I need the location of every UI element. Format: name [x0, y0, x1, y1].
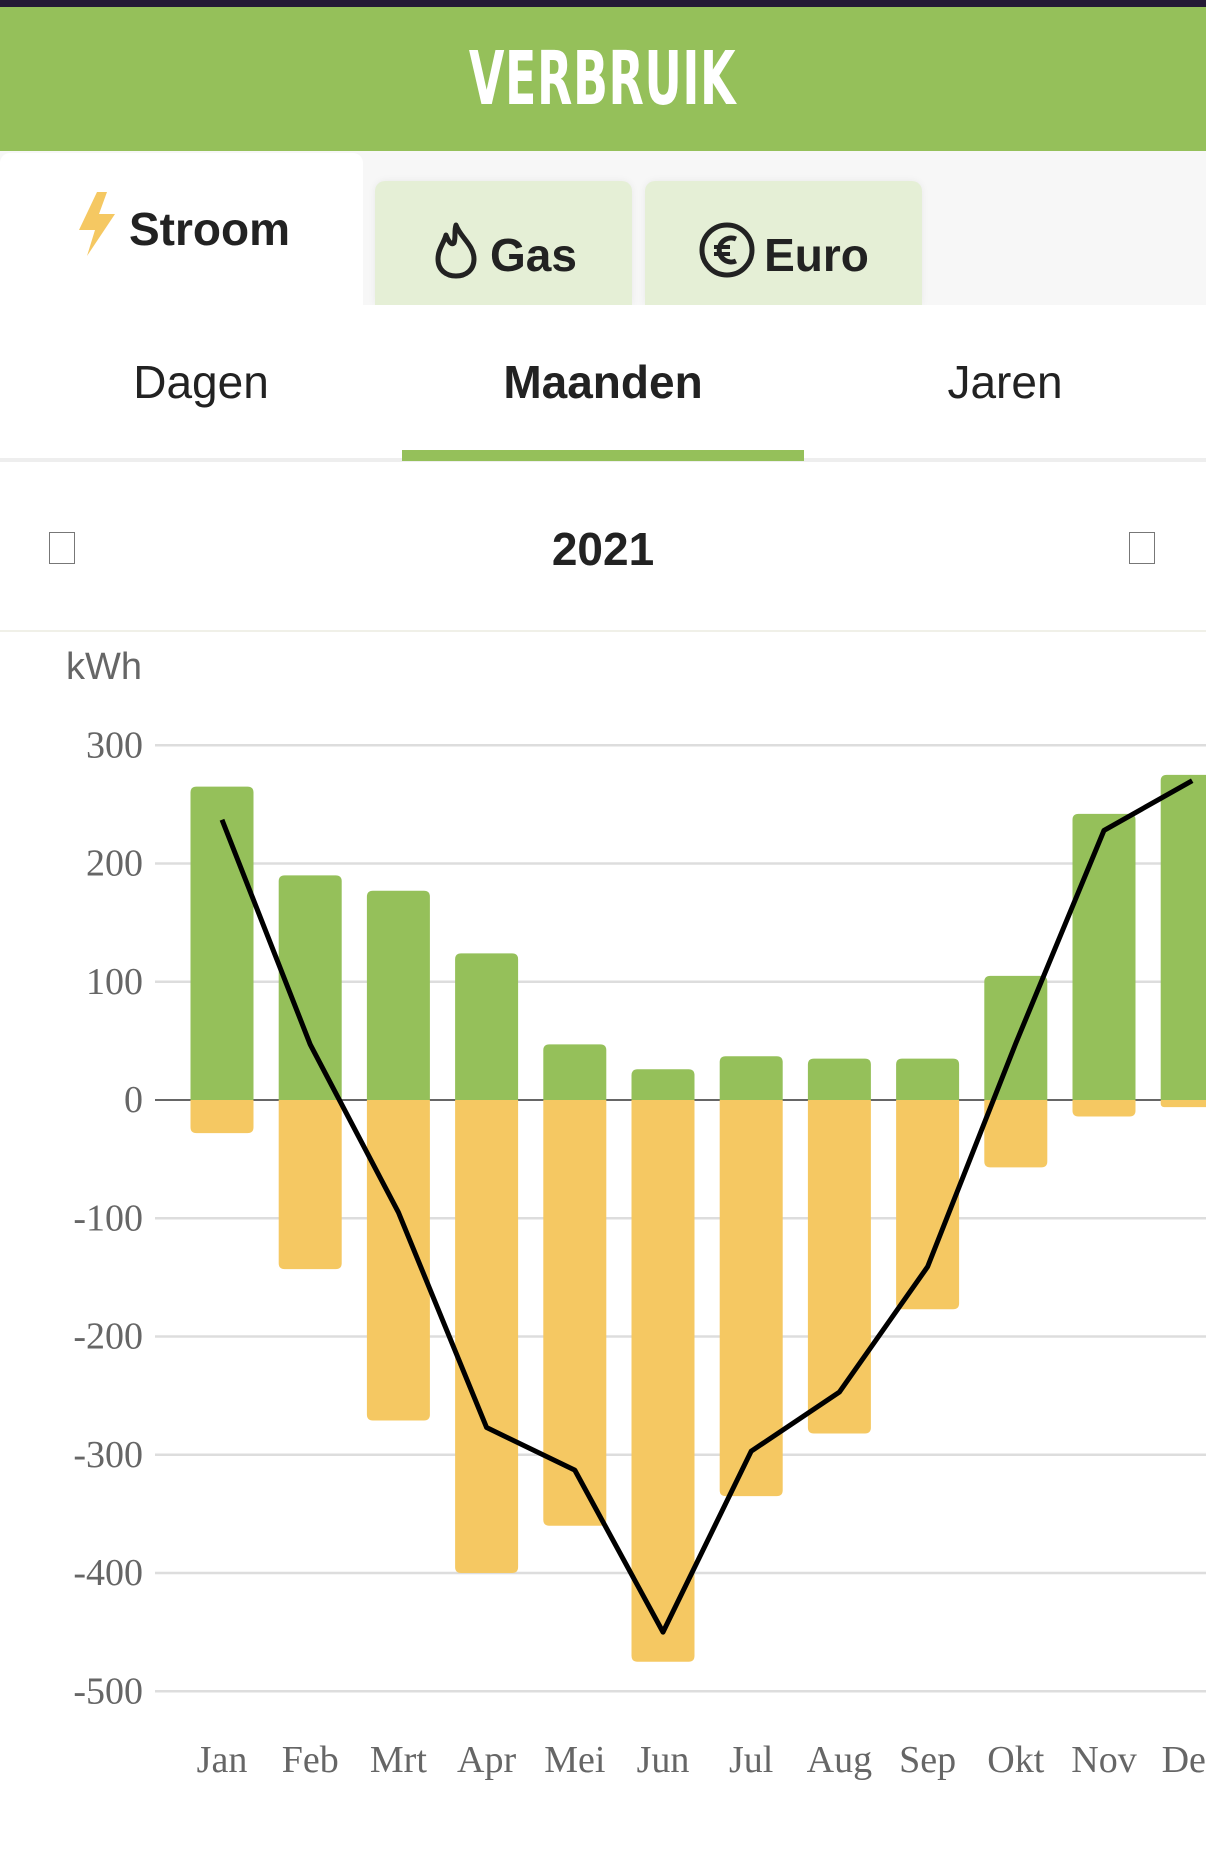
y-tick-label: -100: [73, 1197, 143, 1239]
production-bar: [1072, 1100, 1136, 1117]
x-tick-label: Apr: [457, 1739, 516, 1781]
x-tick-label: Sep: [899, 1739, 956, 1781]
consumption-bar: [543, 1044, 607, 1100]
tab-gas[interactable]: Gas: [375, 181, 632, 305]
y-tick-label: -200: [73, 1316, 143, 1358]
euro-icon: [698, 221, 756, 290]
y-tick-label: 100: [86, 961, 143, 1003]
status-bar: [0, 0, 1206, 7]
y-tick-label: 300: [86, 724, 143, 766]
net-line: [219, 778, 1194, 1635]
y-tick-label: -400: [73, 1552, 143, 1594]
production-bar: [543, 1100, 607, 1526]
lightning-icon: [73, 190, 121, 269]
production-bar: [896, 1100, 960, 1310]
production-bar: [455, 1100, 519, 1573]
year-label: 2021: [551, 523, 655, 575]
production-bar: [984, 1100, 1048, 1168]
consumption-bar: [807, 1058, 871, 1100]
production-bar: [807, 1100, 871, 1434]
y-tick-label: -300: [73, 1434, 143, 1476]
x-tick-label: Aug: [807, 1739, 872, 1781]
tab-stroom[interactable]: Stroom: [0, 153, 363, 305]
production-bar: [1160, 1100, 1206, 1108]
y-tick-label: 200: [86, 843, 143, 885]
tab-dagen[interactable]: Dagen: [133, 356, 269, 408]
active-tab-indicator: [402, 450, 804, 461]
previous-year-button[interactable]: [49, 532, 75, 564]
consumption-bar: [896, 1058, 960, 1100]
production-bar: [278, 1100, 342, 1270]
consumption-bar: [1072, 813, 1136, 1100]
page-title: VERBRUIK: [469, 36, 737, 122]
x-tick-label: Feb: [282, 1739, 339, 1781]
x-tick-label: Okt: [987, 1739, 1044, 1781]
period-navigator: 2021: [0, 462, 1206, 632]
tab-label: Gas: [490, 229, 577, 281]
y-axis-label: kWh: [66, 646, 142, 688]
consumption-bar: [190, 786, 254, 1100]
consumption-bar: [366, 890, 430, 1100]
tab-euro[interactable]: Euro: [645, 181, 922, 305]
energy-tabs: Stroom Gas Euro: [0, 151, 1206, 305]
consumption-bar: [719, 1056, 783, 1100]
app-header: VERBRUIK: [0, 7, 1206, 151]
x-tick-label: Jun: [637, 1739, 690, 1781]
consumption-bar: [278, 875, 342, 1100]
x-tick-label: Dec: [1162, 1739, 1206, 1781]
x-tick-label: Mrt: [370, 1739, 427, 1781]
x-tick-label: Jul: [729, 1739, 773, 1781]
tab-label: Stroom: [129, 203, 290, 255]
period-tabs: Dagen Maanden Jaren: [0, 305, 1206, 462]
consumption-bar: [455, 953, 519, 1100]
tab-jaren[interactable]: Jaren: [947, 356, 1063, 408]
tab-maanden[interactable]: Maanden: [503, 356, 703, 408]
x-tick-label: Jan: [197, 1739, 248, 1781]
production-bar: [719, 1100, 783, 1497]
consumption-bar: [1160, 774, 1206, 1100]
y-tick-label: -500: [73, 1670, 143, 1712]
flame-icon: [430, 221, 482, 290]
next-year-button[interactable]: [1129, 532, 1155, 564]
usage-chart: kWh 300 200 100 0 -100 -200 -300 -400 -500 Jan Fe…: [66, 646, 1206, 1781]
x-tick-label: Nov: [1071, 1739, 1136, 1781]
y-tick-label: 0: [124, 1079, 143, 1121]
production-bar: [631, 1100, 695, 1662]
tab-label: Euro: [764, 229, 869, 281]
production-bar: [190, 1100, 254, 1134]
consumption-bar: [631, 1069, 695, 1100]
x-tick-label: Mei: [544, 1739, 605, 1781]
